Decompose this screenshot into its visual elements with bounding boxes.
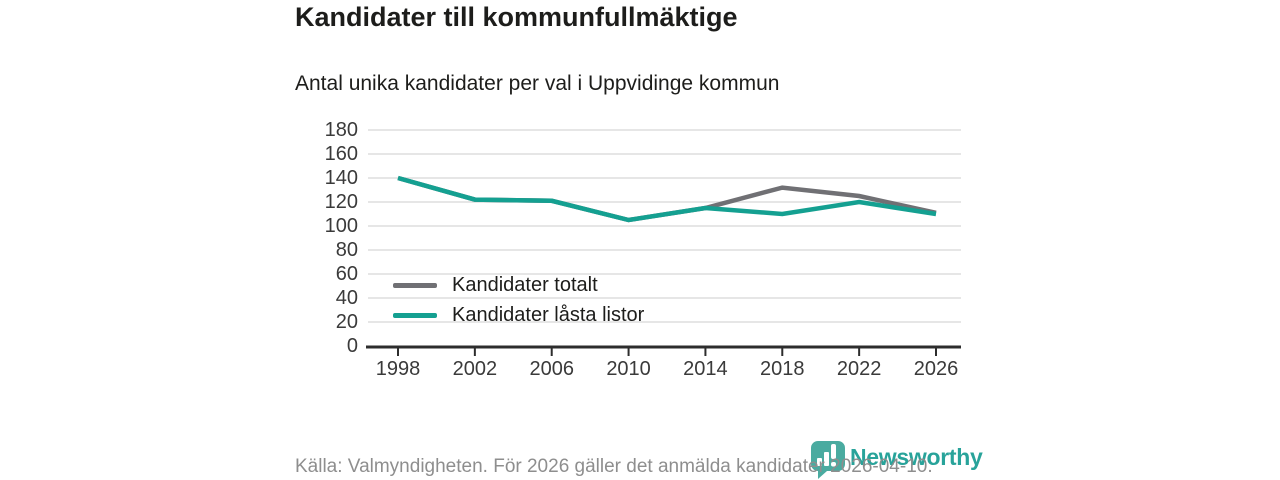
- x-tick-label: 1998: [375, 358, 421, 380]
- newsworthy-logo: Newsworthy: [810, 440, 983, 479]
- legend: Kandidater totalt Kandidater låsta listo…: [393, 270, 644, 330]
- y-tick-label: 0: [346, 335, 358, 357]
- x-tick-label: 2022: [836, 358, 882, 380]
- x-tick-label: 2018: [760, 358, 805, 380]
- y-tick-label: 160: [324, 143, 358, 165]
- y-tick-label: 20: [335, 311, 358, 333]
- y-tick-label: 100: [324, 215, 358, 237]
- newsworthy-logo-icon: [811, 441, 845, 479]
- newsworthy-logo-text: Newsworthy: [850, 444, 983, 470]
- legend-swatch-totalt: [393, 282, 437, 288]
- y-tick-label: 60: [335, 263, 358, 285]
- legend-label-lasta-listor: Kandidater låsta listor: [452, 303, 645, 326]
- y-tick-label: 120: [324, 191, 358, 213]
- y-tick-label: 140: [324, 167, 358, 189]
- x-tick-label: 2002: [452, 358, 498, 380]
- x-tick-label: 2010: [606, 358, 651, 380]
- page-title: Kandidater till kommunfullmäktige: [295, 2, 738, 32]
- x-tick-label: 2006: [529, 358, 574, 380]
- x-tick-label: 2014: [683, 358, 728, 380]
- legend-label-totalt: Kandidater totalt: [452, 273, 598, 296]
- legend-swatch-lasta-listor: [393, 312, 437, 318]
- legend-item-lasta-listor: Kandidater låsta listor: [393, 300, 644, 330]
- y-tick-label: 80: [335, 239, 358, 261]
- y-tick-label: 180: [324, 119, 358, 141]
- x-tick-label: 2026: [913, 358, 959, 380]
- legend-item-totalt: Kandidater totalt: [393, 270, 644, 300]
- page-subtitle: Antal unika kandidater per val i Uppvidi…: [295, 72, 780, 95]
- source-note: Källa: Valmyndigheten. För 2026 gäller d…: [295, 456, 933, 477]
- y-tick-label: 40: [335, 287, 358, 309]
